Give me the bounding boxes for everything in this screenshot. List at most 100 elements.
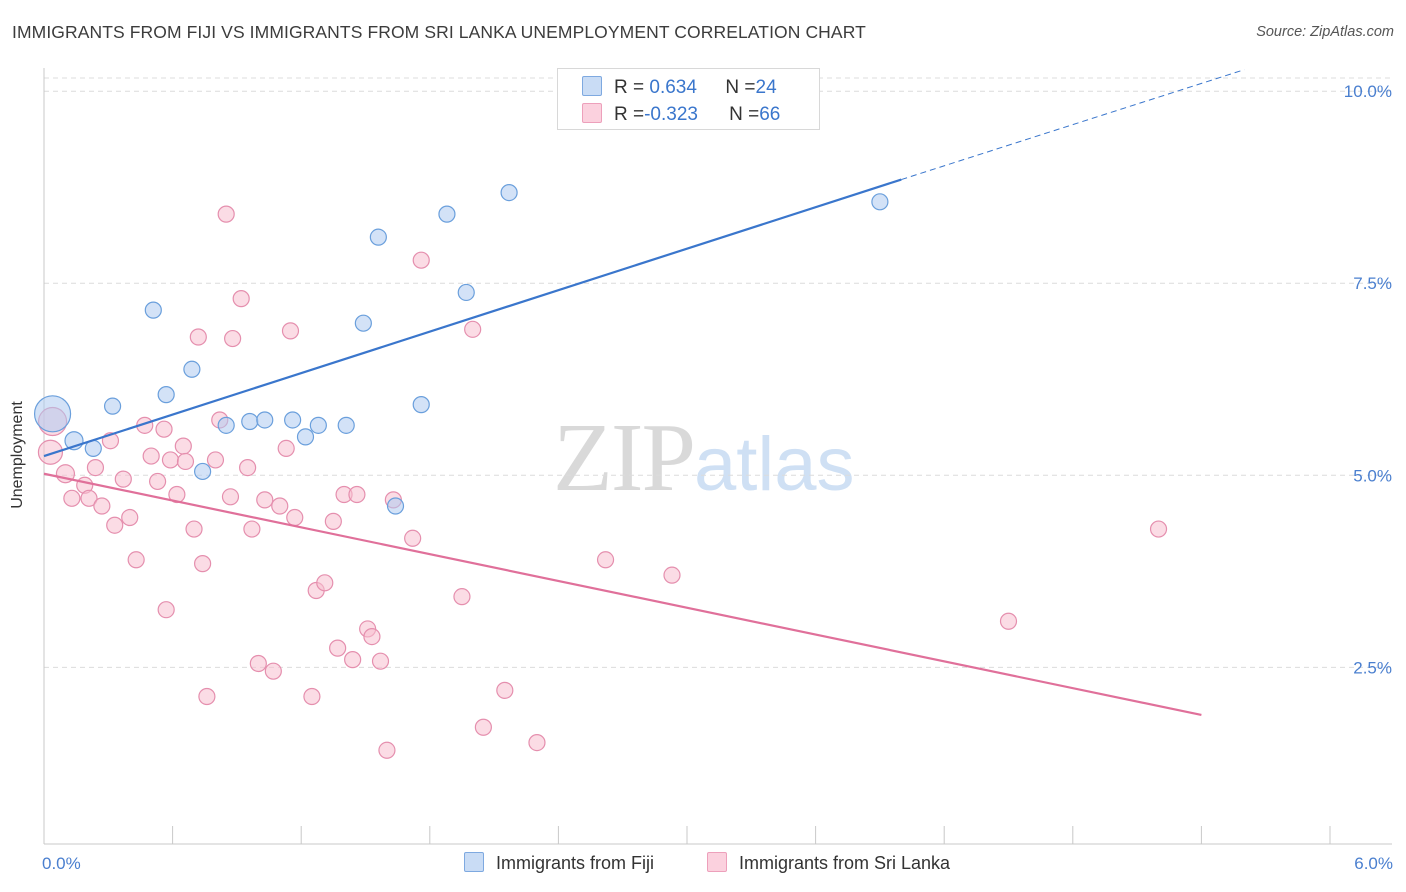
fiji-point: [386, 497, 405, 515]
srilanka-n-value: 66: [759, 104, 781, 125]
fiji-point: [438, 205, 456, 223]
srilanka-point: [286, 508, 304, 527]
srilanka-point: [127, 551, 145, 569]
legend-row-srilanka: R = -0.323 N = 66: [582, 103, 780, 127]
correlation-legend: R = 0.634 N = 24 R = -0.323 N = 66: [557, 68, 820, 130]
fiji-trend-line: [43, 178, 902, 458]
legend-item-srilanka: Immigrants from Sri Lanka: [707, 852, 950, 874]
fiji-point: [296, 428, 315, 446]
srilanka-point: [194, 555, 212, 573]
fiji-point: [194, 462, 212, 481]
fiji-point: [457, 283, 475, 302]
x-tick-label: 6.0%: [1354, 854, 1393, 873]
fiji-n-value: 24: [755, 77, 777, 98]
fiji-point: [157, 386, 175, 404]
legend-fiji-label: Immigrants from Fiji: [496, 853, 655, 873]
srilanka-point: [464, 320, 482, 338]
srilanka-point: [344, 651, 362, 669]
srilanka-point: [37, 439, 64, 465]
srilanka-point: [1149, 520, 1168, 538]
chart-title: IMMIGRANTS FROM FIJI VS IMMIGRANTS FROM …: [12, 22, 866, 42]
y-axis-label: Unemployment: [9, 401, 26, 509]
srilanka-point: [303, 687, 321, 706]
srilanka-point: [453, 588, 471, 606]
srilanka-r-value: -0.323: [644, 104, 698, 125]
fiji-point: [183, 360, 201, 378]
legend-fiji-swatch: [464, 852, 484, 872]
srilanka-point: [185, 520, 203, 538]
srilanka-point: [221, 488, 240, 506]
srilanka-point: [528, 734, 546, 752]
srilanka-point: [404, 529, 422, 547]
srilanka-trend-line: [43, 472, 1202, 717]
srilanka-point: [114, 470, 132, 488]
srilanka-point: [86, 459, 105, 477]
srilanka-point: [256, 491, 274, 509]
srilanka-point: [63, 489, 81, 507]
srilanka-point: [999, 612, 1018, 630]
srilanka-point: [496, 681, 514, 699]
srilanka-n-label: N =: [729, 104, 760, 125]
srilanka-point: [371, 652, 390, 670]
srilanka-point: [157, 601, 175, 619]
srilanka-point: [155, 420, 173, 438]
srilanka-point: [596, 551, 615, 569]
srilanka-point: [663, 566, 681, 584]
srilanka-point: [348, 485, 366, 504]
fiji-n-label: N =: [725, 77, 756, 98]
y-tick-label: 2.5%: [1353, 658, 1392, 677]
watermark: ZIPatlas: [553, 400, 855, 514]
fiji-trend-extension: [901, 69, 1245, 181]
fiji-point: [354, 314, 372, 332]
fiji-r-value: 0.634: [649, 77, 697, 98]
srilanka-point: [277, 439, 295, 457]
watermark-atlas: atlas: [694, 422, 855, 507]
fiji-point: [103, 397, 122, 415]
fiji-point: [217, 416, 235, 434]
srilanka-point: [232, 290, 250, 308]
srilanka-point: [189, 328, 207, 346]
legend-item-fiji: Immigrants from Fiji: [464, 852, 654, 874]
fiji-point: [284, 411, 302, 429]
fiji-swatch: [582, 76, 602, 96]
srilanka-point: [217, 205, 235, 223]
srilanka-point: [243, 520, 261, 538]
srilanka-point: [316, 574, 334, 592]
srilanka-point: [106, 516, 124, 534]
srilanka-swatch: [582, 103, 602, 123]
srilanka-point: [271, 497, 289, 515]
srilanka-point: [363, 627, 381, 646]
fiji-point: [33, 395, 72, 433]
srilanka-r-label: R =: [614, 104, 645, 125]
watermark-zip: ZIP: [553, 404, 696, 512]
fiji-point: [309, 416, 327, 434]
srilanka-point: [224, 329, 242, 348]
srilanka-point: [474, 718, 492, 736]
srilanka-point: [93, 497, 111, 515]
legend-srilanka-swatch: [707, 852, 727, 872]
source-label: Source: ZipAtlas.com: [1256, 24, 1394, 40]
srilanka-point: [176, 452, 195, 471]
legend-srilanka-label: Immigrants from Sri Lanka: [739, 853, 951, 873]
fiji-point: [241, 412, 259, 431]
fiji-r-label: R =: [614, 77, 645, 98]
y-tick-label: 10.0%: [1344, 82, 1392, 101]
srilanka-point: [206, 451, 225, 469]
srilanka-point: [249, 654, 267, 673]
srilanka-point: [80, 489, 98, 507]
legend-row-fiji: R = 0.634 N = 24: [582, 76, 777, 100]
y-tick-label: 7.5%: [1353, 274, 1392, 293]
srilanka-point: [239, 459, 257, 477]
fiji-point: [256, 411, 274, 429]
srilanka-point: [174, 437, 192, 455]
fiji-point: [337, 416, 355, 434]
srilanka-point: [121, 508, 139, 527]
fiji-point: [369, 228, 387, 246]
series-legend: Immigrants from Fiji Immigrants from Sri…: [0, 852, 1406, 878]
srilanka-point: [412, 251, 430, 269]
srilanka-point: [264, 662, 282, 680]
fiji-point: [500, 184, 518, 202]
fiji-point: [144, 301, 162, 319]
srilanka-point: [378, 741, 396, 759]
